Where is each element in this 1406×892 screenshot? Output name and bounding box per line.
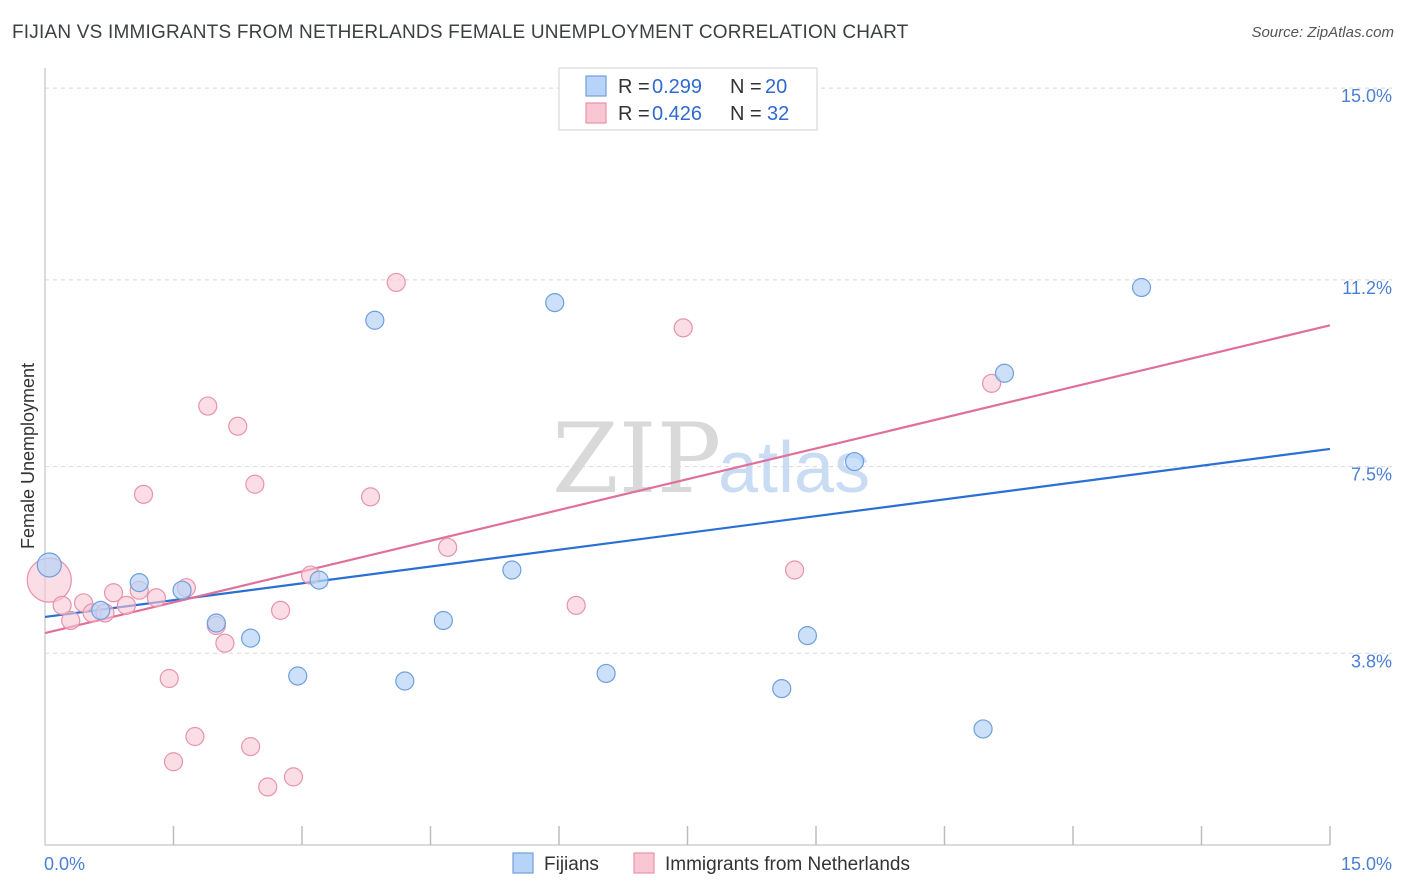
- netherlands-point-21: [258, 777, 278, 797]
- bottom-legend: Fijians Immigrants from Netherlands: [512, 852, 910, 875]
- netherlands-point-25: [360, 487, 381, 507]
- trend-lines: [44, 324, 1331, 635]
- fijian-point-3: [172, 580, 192, 600]
- bottom-legend-netherlands-label: Immigrants from Netherlands: [665, 854, 910, 875]
- netherlands-trend-line: [44, 324, 1331, 635]
- y-tick-label-3: 3.8%: [1351, 651, 1392, 671]
- fijians-swatch: [585, 75, 607, 97]
- x-tick-labels: 0.0% 15.0%: [44, 854, 1392, 874]
- fijian-point-14: [772, 678, 792, 699]
- fijian-point-8: [365, 310, 385, 330]
- netherlands-point-12: [163, 752, 184, 772]
- netherlands-r-value: 0.426: [652, 103, 702, 125]
- data-points: [26, 272, 1152, 797]
- fijian-point-5: [241, 628, 261, 648]
- fijian-point-16: [844, 451, 865, 472]
- netherlands-point-31: [982, 373, 1002, 393]
- x-tick-label-1: 15.0%: [1341, 854, 1392, 874]
- netherlands-point-22: [270, 600, 291, 620]
- netherlands-point-29: [673, 318, 693, 338]
- stats-legend: R = 0.299 N = 20 R = 0.426 N = 32: [558, 67, 818, 131]
- netherlands-point-11: [159, 668, 179, 689]
- fijian-point-12: [545, 293, 565, 313]
- bottom-legend-fijians-swatch: [512, 852, 534, 874]
- netherlands-n-value: 32: [767, 103, 789, 125]
- netherlands-point-7: [116, 595, 136, 615]
- fijian-point-4: [206, 613, 226, 633]
- fijian-point-0: [36, 552, 62, 578]
- fijian-point-6: [288, 666, 308, 686]
- fijians-n-value: 20: [765, 76, 787, 98]
- bottom-legend-netherlands-swatch: [633, 852, 655, 874]
- fijian-point-10: [433, 610, 453, 631]
- y-tick-label-2: 7.5%: [1351, 465, 1392, 485]
- netherlands-point-1: [52, 595, 72, 615]
- y-axis-label: Female Unemployment: [18, 363, 38, 549]
- netherlands-point-14: [185, 726, 205, 747]
- netherlands-point-27: [438, 537, 458, 557]
- fijians-n-label: N =: [730, 76, 762, 98]
- netherlands-point-19: [241, 737, 261, 757]
- chart-title: FIJIAN VS IMMIGRANTS FROM NETHERLANDS FE…: [12, 22, 909, 43]
- fijian-point-15: [797, 626, 818, 646]
- fijians-r-value: 0.299: [652, 76, 702, 98]
- fijian-point-2: [129, 573, 149, 593]
- watermark: ZIP atlas: [552, 403, 870, 515]
- fijian-point-19: [1131, 277, 1152, 298]
- netherlands-point-17: [215, 633, 235, 653]
- x-ticks: [172, 826, 1331, 845]
- x-tick-label-0: 0.0%: [44, 854, 85, 874]
- netherlands-n-label: N =: [730, 103, 762, 125]
- fijian-point-7: [309, 570, 329, 590]
- netherlands-point-28: [566, 595, 586, 615]
- netherlands-point-6: [103, 583, 124, 603]
- netherlands-swatch: [585, 102, 607, 124]
- y-tick-label-0: 15.0%: [1341, 86, 1392, 106]
- source-label: Source: ZipAtlas.com: [1251, 24, 1394, 41]
- fijian-point-18: [994, 363, 1015, 383]
- fijian-point-9: [395, 671, 415, 691]
- fijian-point-13: [596, 663, 616, 684]
- bottom-legend-fijians-label: Fijians: [544, 854, 599, 875]
- fijian-point-1: [91, 600, 111, 620]
- netherlands-point-18: [228, 416, 248, 436]
- netherlands-point-15: [198, 396, 218, 416]
- netherlands-point-26: [386, 272, 406, 293]
- fijian-trend-line: [44, 447, 1331, 619]
- netherlands-point-10: [146, 588, 166, 608]
- gridlines: [45, 87, 1392, 654]
- y-tick-label-1: 11.2%: [1342, 278, 1392, 298]
- fijians-r-label: R =: [618, 76, 650, 98]
- watermark-zip: ZIP: [552, 403, 721, 515]
- netherlands-point-2: [61, 610, 81, 631]
- y-tick-labels: 15.0% 11.2% 7.5% 3.8%: [1341, 86, 1392, 671]
- netherlands-point-30: [784, 560, 805, 580]
- fijian-point-11: [502, 560, 522, 580]
- netherlands-point-20: [245, 474, 265, 494]
- fijian-point-17: [973, 719, 993, 739]
- netherlands-r-label: R =: [618, 103, 650, 125]
- netherlands-point-23: [283, 767, 304, 787]
- netherlands-point-9: [133, 484, 154, 504]
